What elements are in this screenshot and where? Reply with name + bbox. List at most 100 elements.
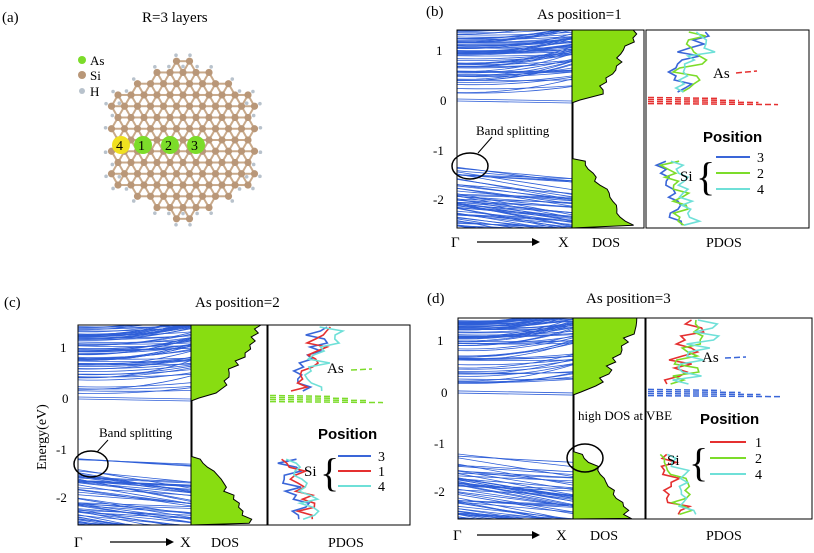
site-label-1: 1 <box>138 139 145 154</box>
si-atom <box>140 158 148 167</box>
si-atom <box>140 91 148 99</box>
pdos-as-curve <box>647 100 759 104</box>
valence-band <box>457 488 574 507</box>
h-atom <box>124 89 129 93</box>
panel-d-pdos <box>647 319 781 516</box>
si-atom <box>192 158 200 167</box>
conduction-band <box>457 335 574 350</box>
conduction-band <box>456 78 573 94</box>
si-atom <box>237 170 246 178</box>
conduction-band <box>456 46 573 49</box>
pdos-si-curve <box>654 160 683 226</box>
si-atom <box>107 102 116 110</box>
panel-d-ytick-1: 1 <box>437 333 444 348</box>
panel-d-dos <box>572 317 638 520</box>
si-atom <box>146 192 155 200</box>
h-atom <box>104 101 108 106</box>
legend-h: H <box>79 84 99 99</box>
valence-band <box>77 478 192 502</box>
si-atom <box>205 136 213 144</box>
pdos-si-curve <box>290 326 331 392</box>
si-atom <box>133 170 142 178</box>
si-atom <box>231 136 239 144</box>
conduction-band <box>457 334 574 338</box>
valence-band <box>457 470 574 484</box>
panel-d-pdos-frame <box>645 317 813 520</box>
conduction-band <box>457 318 574 322</box>
si-atom <box>166 91 174 99</box>
conduction-band <box>457 341 574 361</box>
h-atom <box>258 101 262 106</box>
si-atom <box>179 181 187 189</box>
si-atom <box>153 91 161 99</box>
si-atom <box>107 170 116 178</box>
panel-c-pdos <box>269 326 384 520</box>
h-atom <box>251 162 256 167</box>
si-atom <box>198 170 207 178</box>
si-atom <box>146 80 155 88</box>
valence-band <box>77 488 192 505</box>
valence-band <box>456 195 573 199</box>
panel-b-position-title: Position <box>703 129 762 146</box>
conduction-band <box>77 356 192 370</box>
panel-b-as-legend-line <box>735 70 758 74</box>
site-label-2: 2 <box>165 139 172 154</box>
panel-c-si-label: Si <box>304 464 317 480</box>
valence-band <box>456 171 573 190</box>
valence-band <box>77 458 192 467</box>
valence-band <box>77 498 192 518</box>
dopant-band <box>456 100 573 104</box>
valence-band <box>77 511 192 524</box>
panel-d-k-arrowhead <box>532 531 540 539</box>
valence-band <box>456 198 573 203</box>
legend-as: As <box>78 53 104 68</box>
panel-d-position-title: Position <box>700 411 759 428</box>
panel-c-label: (c) <box>4 295 21 311</box>
conduction-band <box>457 339 574 358</box>
si-atom <box>179 113 187 122</box>
si-atom <box>218 136 226 144</box>
valence-band <box>457 455 574 463</box>
h-atom <box>195 211 199 216</box>
conduction-band <box>457 324 574 343</box>
valence-band <box>77 497 192 515</box>
si-atom <box>224 192 233 200</box>
si-atom <box>153 181 161 189</box>
h-atom <box>110 162 115 167</box>
conduction-band <box>77 344 192 353</box>
si-atom <box>218 113 226 122</box>
h-atom <box>167 211 171 216</box>
panel-c-band-note: Band splitting <box>99 425 173 440</box>
si-atom <box>205 68 213 77</box>
panel-d: (d) As position=3 1 0 -1 -2 high DOS at … <box>427 291 813 544</box>
h-atom <box>237 89 242 93</box>
valence-band <box>457 485 574 492</box>
conduction-band <box>456 53 573 57</box>
valence-band <box>457 491 574 507</box>
h-atom <box>153 65 157 69</box>
si-atom <box>153 203 161 212</box>
legend-si-marker <box>78 71 86 79</box>
panel-c-ytick-1: 1 <box>60 340 67 355</box>
si-atom <box>224 170 233 178</box>
valence-band <box>456 196 573 204</box>
valence-band <box>77 476 192 483</box>
panel-b-ytick-m1: -1 <box>433 143 444 158</box>
valence-band <box>77 475 192 491</box>
valence-band <box>457 453 574 467</box>
valence-band <box>456 223 573 227</box>
h-atom <box>174 53 178 58</box>
conduction-band <box>456 33 573 50</box>
panel-d-position-3: 4 <box>755 468 762 483</box>
pdos-as-curve <box>647 98 739 102</box>
si-atom <box>250 125 259 133</box>
panel-a: (a) R=3 layers As Si H 4 1 2 3 <box>2 10 263 227</box>
valence-band <box>77 476 192 494</box>
valence-band <box>457 484 574 506</box>
si-atom <box>133 102 142 110</box>
conduction-band <box>457 29 572 44</box>
si-atom <box>185 57 194 65</box>
pdos-si-curve <box>303 326 346 392</box>
conduction-band <box>77 332 192 346</box>
